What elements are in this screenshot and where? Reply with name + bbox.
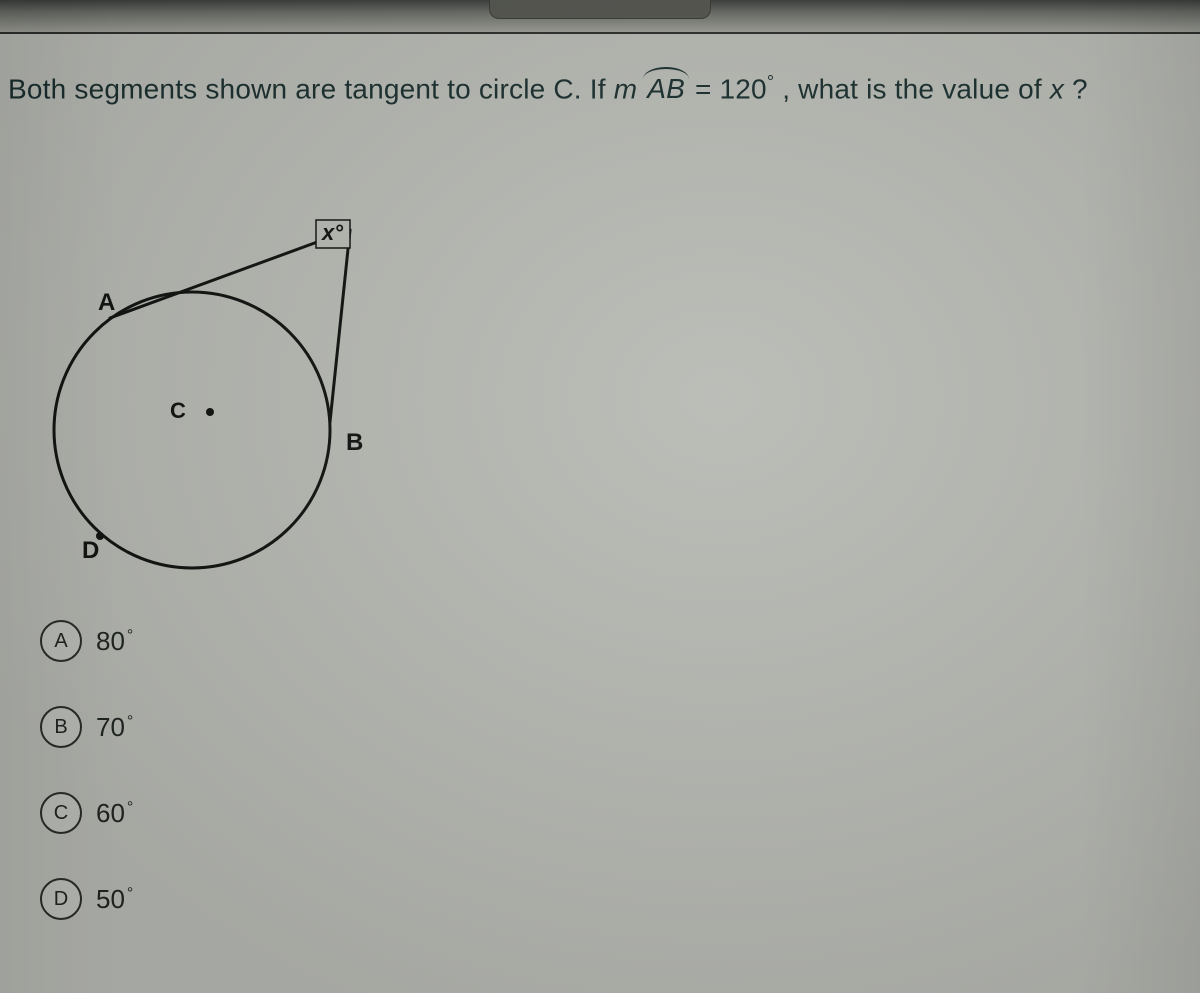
question-m: m <box>614 73 638 104</box>
choice-letter: A <box>40 620 82 662</box>
choice-value: 60° <box>96 798 133 829</box>
answer-choices: A 80° B 70° C 60° D 50° <box>40 620 133 964</box>
svg-text:A: A <box>98 289 115 316</box>
svg-text:B: B <box>346 429 363 456</box>
choice-b[interactable]: B 70° <box>40 706 133 748</box>
choice-letter: C <box>40 792 82 834</box>
tangent-circle-diagram: A B C Dx° <box>20 170 380 590</box>
question-qmark: ? <box>1072 73 1088 104</box>
diagram-container: A B C Dx° <box>20 170 380 590</box>
question-text: Both segments shown are tangent to circl… <box>8 72 1192 105</box>
choice-a[interactable]: A 80° <box>40 620 133 662</box>
screen-notch <box>489 0 711 19</box>
screen-top-bezel <box>0 0 1200 34</box>
degree-symbol: ° <box>767 72 774 92</box>
svg-text:D: D <box>82 537 99 564</box>
question-prefix: Both segments shown are tangent to circl… <box>8 73 614 104</box>
choice-letter: B <box>40 706 82 748</box>
question-variable: x <box>1050 73 1064 104</box>
question-arc-ab: AB <box>645 73 687 105</box>
question-arc-value: 120 <box>719 73 766 104</box>
choice-letter: D <box>40 878 82 920</box>
question-suffix: , what is the value of <box>782 73 1050 104</box>
choice-value: 80° <box>96 626 133 657</box>
choice-value: 50° <box>96 884 133 915</box>
choice-d[interactable]: D 50° <box>40 878 133 920</box>
choice-c[interactable]: C 60° <box>40 792 133 834</box>
svg-text:x°: x° <box>321 220 343 245</box>
svg-text:C: C <box>170 398 186 423</box>
choice-value: 70° <box>96 712 133 743</box>
question-equals: = <box>695 73 720 104</box>
